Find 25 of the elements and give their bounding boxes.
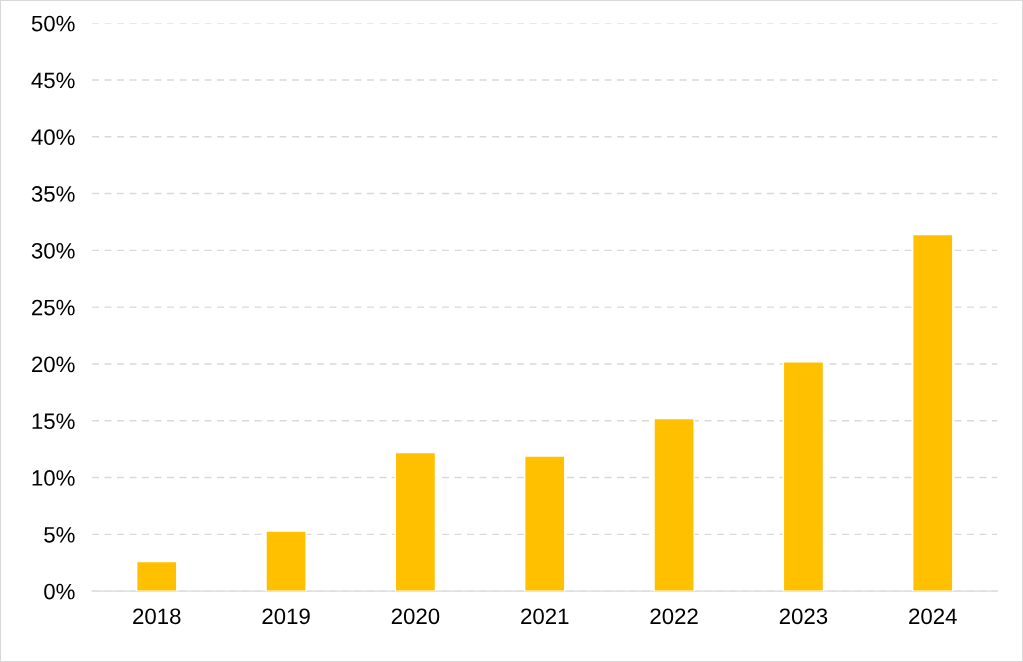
y-tick-label: 40% — [31, 129, 75, 146]
y-tick-label: 10% — [32, 470, 75, 486]
y-tick-label: 25% — [32, 299, 75, 316]
x-tick-label: 2018 — [133, 608, 181, 625]
y-tick-label: 15% — [32, 413, 75, 430]
y-tick-label: 45% — [31, 72, 75, 89]
x-tick-label: 2023 — [779, 608, 828, 625]
y-tick-label: 20% — [32, 356, 75, 373]
y-tick-label: 35% — [31, 186, 75, 202]
x-tick-label: 2021 — [521, 608, 569, 625]
x-tick-label: 2019 — [262, 608, 310, 625]
x-tick-label: 2020 — [391, 608, 440, 625]
bar — [265, 530, 307, 592]
bar — [524, 455, 566, 592]
y-tick-label: 30% — [31, 242, 75, 259]
y-tick-label: 5% — [44, 527, 75, 543]
bar — [653, 417, 695, 592]
bar — [782, 361, 825, 592]
bar — [912, 233, 954, 592]
bar — [394, 451, 437, 592]
x-tick-label: 2022 — [650, 608, 698, 625]
x-tick-label: 2024 — [909, 608, 957, 625]
bar — [135, 560, 178, 592]
y-tick-label: 0% — [44, 583, 75, 600]
y-tick-label: 50% — [31, 15, 75, 32]
